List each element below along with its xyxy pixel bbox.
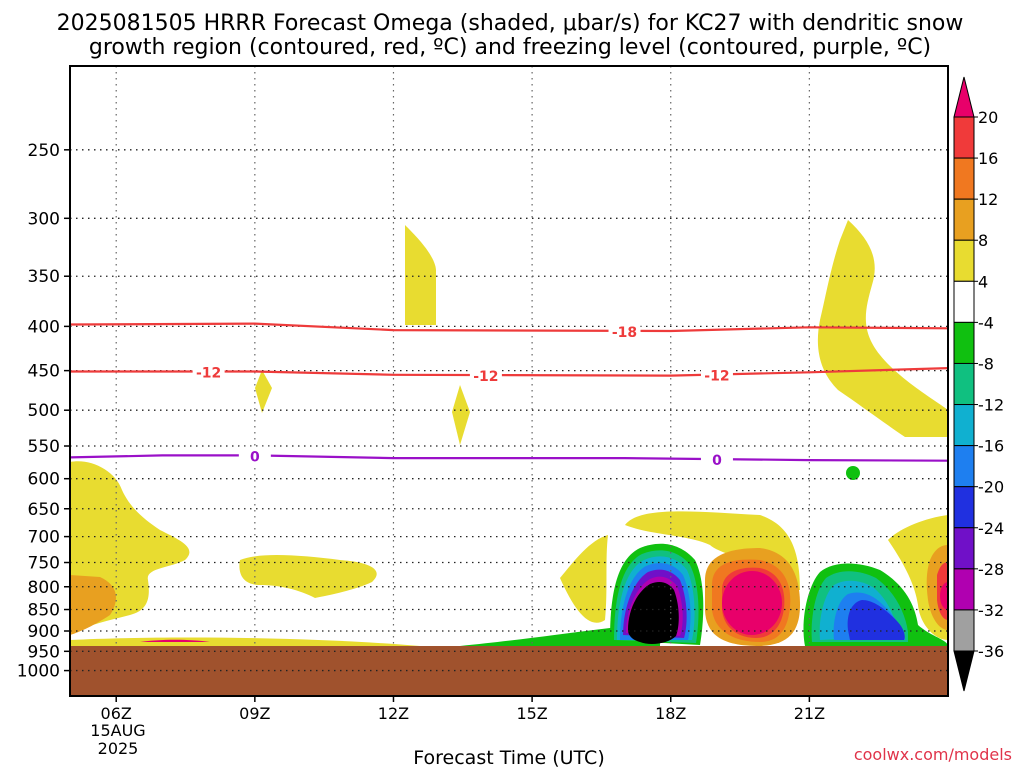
- colorbar-swatch: [953, 404, 975, 447]
- x-tick-label: 12Z: [378, 704, 409, 723]
- freezing-level-contour: [70, 454, 948, 462]
- chart-title-line1: 2025081505 HRRR Forecast Omega (shaded, …: [57, 11, 964, 36]
- colorbar-label: -24: [978, 519, 1004, 538]
- omega-region-yellow-15z: [560, 535, 608, 623]
- omega-region-green-lowlevel: [460, 628, 660, 646]
- y-tick-label: 800: [28, 578, 60, 598]
- dendritic-contour-1-label-bg: [700, 365, 733, 384]
- y-tick-label: 750: [28, 554, 60, 574]
- omega-shading: [70, 220, 948, 646]
- omega-region-black-17z: [628, 582, 679, 644]
- x-tick-label: 15Z: [516, 704, 547, 723]
- chart-title-line2: growth region (contoured, red, ºC) and f…: [89, 35, 931, 60]
- colorbar-swatch: [953, 239, 975, 282]
- omega-region-yellow-09z-small: [255, 370, 272, 413]
- colorbar-label: 20: [978, 108, 998, 127]
- freezing-level-contour-label: 0: [250, 449, 260, 465]
- omega-region-near-ground: [70, 637, 420, 646]
- colorbar-label: -32: [978, 601, 1004, 620]
- x-tick-label: 21Z: [794, 704, 825, 723]
- dendritic-contour-1-label-bg: [192, 362, 225, 381]
- y-tick-label: 900: [28, 622, 60, 642]
- y-tick-label: 650: [28, 500, 60, 520]
- y-tick-label: 950: [28, 642, 60, 662]
- y-tick-label: 400: [28, 317, 60, 337]
- omega-region-darkblue-21z: [847, 600, 905, 640]
- x-date-line1: 15AUG: [90, 721, 145, 740]
- colorbar-swatch: [953, 157, 975, 200]
- grid: [70, 66, 948, 696]
- omega-region-orange-left: [70, 575, 116, 635]
- colorbar-bottom-arrow: [953, 650, 975, 692]
- colorbar-swatch: [953, 609, 975, 652]
- contours: -18 -12 -12 -12 0 0: [70, 321, 948, 469]
- colorbar-swatch: [953, 486, 975, 529]
- colorbar-label: -4: [978, 313, 994, 332]
- omega-region-near-ground-red: [140, 639, 210, 642]
- y-tick-label: 600: [28, 470, 60, 490]
- y-tick-label: 500: [28, 401, 60, 421]
- colorbar-label: -8: [978, 354, 994, 373]
- x-tick-label: 18Z: [655, 704, 686, 723]
- colorbar-label: 8: [978, 231, 988, 250]
- colorbar-label: 12: [978, 190, 998, 209]
- colorbar-swatch: [953, 321, 975, 364]
- y-tick-label: 1000: [17, 662, 60, 682]
- x-tick-label: 09Z: [239, 704, 270, 723]
- omega-region-yellow-13z-small: [452, 385, 470, 445]
- colorbar-label: -12: [978, 396, 1004, 415]
- omega-region-green-dot: [846, 466, 860, 480]
- colorbar-swatch: [953, 116, 975, 159]
- colorbar-label: -36: [978, 642, 1004, 661]
- y-tick-label: 300: [28, 209, 60, 229]
- dendritic-contour-1-label: -12: [704, 369, 729, 385]
- y-tick-label: 350: [28, 267, 60, 287]
- omega-region-pink-right-edge: [940, 582, 948, 610]
- x-tick-label: 06Z: [101, 704, 132, 723]
- dendritic-contour-0-label-bg: [608, 321, 641, 340]
- omega-region-yellow-21z-plume: [817, 220, 948, 437]
- colorbar-swatch: [953, 445, 975, 488]
- colorbar-swatch: [953, 198, 975, 241]
- omega-region-yellow-17z: [625, 511, 800, 590]
- colorbar-label: -28: [978, 560, 1004, 579]
- dendritic-contour-1-label-bg: [469, 366, 502, 385]
- dendritic-contour-1-label: -12: [473, 369, 498, 385]
- y-tick-label: 450: [28, 362, 60, 382]
- colorbar-label: 16: [978, 149, 998, 168]
- plot-area: -18 -12 -12 -12 0 0: [70, 66, 948, 696]
- y-tick-label: 550: [28, 437, 60, 457]
- y-axis: 2503003504004505005506006507007508008509…: [17, 141, 70, 682]
- colorbar-swatch: [953, 280, 975, 323]
- omega-region-yellow-09z: [239, 555, 377, 598]
- colorbar-swatch: [953, 527, 975, 570]
- colorbar: 20 16 12 8 4 -4 -8 -12 -16 -20 -24 -28 -32 -36: [953, 76, 1004, 692]
- freezing-level-contour-label-bg: [238, 446, 271, 465]
- dendritic-contour-0-label: -18: [612, 325, 637, 341]
- credit-link[interactable]: coolwx.com/models: [854, 745, 1012, 764]
- y-tick-label: 700: [28, 528, 60, 548]
- freezing-level-contour-label-bg: [700, 450, 733, 469]
- colorbar-swatch: [953, 568, 975, 611]
- colorbar-label: -16: [978, 437, 1004, 456]
- colorbar-label: -20: [978, 478, 1004, 497]
- omega-region-pink-18z: [722, 571, 782, 635]
- colorbar-swatch: [953, 362, 975, 406]
- x-axis: 06Z 09Z 12Z 15Z 18Z 21Z: [101, 696, 825, 723]
- dendritic-contour-1-label: -12: [196, 365, 221, 381]
- dendritic-contour-0: [70, 322, 948, 333]
- freezing-level-contour-label: 0: [712, 453, 722, 469]
- x-axis-label: Forecast Time (UTC): [413, 747, 604, 768]
- colorbar-top-arrow: [953, 76, 975, 118]
- omega-region-yellow-12z-upper: [405, 225, 436, 325]
- x-date-line2: 2025: [98, 739, 139, 758]
- plot-frame: [69, 65, 949, 697]
- y-tick-label: 250: [28, 141, 60, 161]
- colorbar-label: 4: [978, 272, 988, 291]
- grid-over-ground: [70, 650, 948, 672]
- y-tick-label: 850: [28, 601, 60, 621]
